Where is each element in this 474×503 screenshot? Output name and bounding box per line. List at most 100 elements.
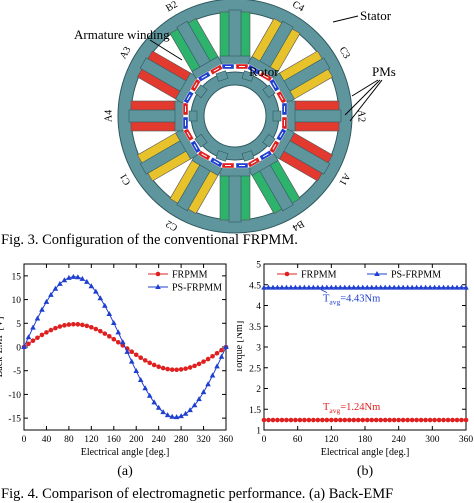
series-point-ps-frpmm — [106, 311, 113, 317]
phase-label: C4 — [290, 0, 306, 14]
series-point-ps-frpmm — [88, 283, 95, 289]
series-point-frpmm — [373, 417, 379, 423]
rotor-tooth — [215, 70, 229, 82]
series-point-frpmm — [418, 417, 424, 423]
pm-arrow — [186, 131, 191, 138]
series-point-ps-frpmm — [169, 413, 175, 419]
series-point-ps-frpmm — [57, 280, 63, 286]
annotation-arrows — [149, 15, 383, 122]
rotor-tooth-body — [262, 84, 276, 99]
series-point-ps-frpmm — [102, 302, 108, 308]
y-tick-label: 1 — [256, 427, 261, 437]
rotor-tooth-body — [194, 84, 208, 99]
rotor-tooth-body — [272, 110, 282, 122]
series-point-frpmm — [364, 417, 370, 423]
x-tick-label: 360 — [459, 435, 474, 445]
series-point-ps-frpmm — [265, 284, 272, 290]
series-point-frpmm — [391, 417, 397, 423]
rotor-label: Rotor — [249, 64, 279, 79]
phase-label: C1 — [118, 171, 133, 187]
series-point-frpmm — [346, 417, 352, 423]
series-point-frpmm — [266, 417, 271, 423]
stator-tooth — [169, 18, 224, 83]
x-axis-label: Electrical angle [deg.] — [321, 447, 410, 458]
series-point-frpmm — [129, 349, 135, 355]
pm-arrow — [201, 153, 208, 158]
series-point-frpmm — [338, 417, 343, 423]
series-point-ps-frpmm — [146, 392, 153, 398]
series-point-frpmm — [279, 417, 285, 423]
back-emf-chart: 0 40 80 120 160 200 240 280 320 360 -15 -10 -5 0 5 10 15… — [0, 263, 234, 479]
series-point-ps-frpmm — [422, 284, 429, 290]
series-point-ps-frpmm — [395, 284, 402, 290]
series-point-frpmm — [454, 417, 460, 423]
y-tick-label: 2 — [256, 385, 261, 395]
series-point-ps-frpmm — [458, 284, 465, 290]
series-point-frpmm — [214, 350, 220, 356]
series-point-frpmm — [26, 341, 31, 347]
series-point-ps-frpmm — [191, 402, 198, 408]
shaft-bore — [203, 84, 267, 148]
series-point-ps-frpmm — [196, 396, 202, 402]
series-point-ps-frpmm — [75, 274, 81, 280]
series-point-frpmm — [156, 364, 161, 370]
series-point-ps-frpmm — [48, 291, 54, 297]
series-point-ps-frpmm — [288, 284, 294, 290]
pm-arrow — [193, 143, 198, 150]
tooth-body — [128, 109, 180, 123]
series-point-ps-frpmm — [124, 348, 131, 354]
series-point-frpmm — [111, 336, 117, 342]
series-point-frpmm — [62, 323, 67, 328]
series-point-ps-frpmm — [297, 284, 303, 290]
stator-tooth — [246, 18, 301, 83]
series-point-frpmm — [174, 367, 179, 373]
series-point-ps-frpmm — [445, 284, 451, 290]
series-point-frpmm — [71, 321, 76, 327]
series-point-ps-frpmm — [43, 298, 50, 304]
phase-label: A3 — [118, 45, 134, 61]
y-tick-label: 3 — [256, 344, 261, 354]
series-point-frpmm — [219, 347, 224, 353]
series-point-frpmm — [169, 367, 175, 372]
y-tick-label: 15 — [12, 272, 22, 282]
series-point-frpmm — [355, 417, 361, 423]
series-point-frpmm — [284, 417, 289, 423]
series-point-frpmm — [115, 339, 121, 345]
stator-tooth — [281, 100, 342, 132]
phase-labels: B1C4C3A2A1B4B3C2C1A4A3B2 — [103, 0, 366, 233]
x-tick-label: 200 — [129, 435, 144, 445]
series-point-ps-frpmm — [66, 274, 72, 280]
series-point-ps-frpmm — [418, 284, 424, 290]
series-point-frpmm — [98, 328, 103, 334]
series-point-ps-frpmm — [355, 284, 362, 290]
phase-label: B2 — [164, 0, 180, 14]
pm-arrow — [262, 74, 269, 79]
series-point-frpmm — [378, 417, 384, 423]
series-point-frpmm — [306, 417, 312, 423]
series-point-ps-frpmm — [315, 284, 321, 290]
legend-marker — [284, 271, 290, 277]
series-point-frpmm — [423, 417, 428, 423]
pm-arrow — [193, 82, 198, 89]
series-point-ps-frpmm — [382, 284, 388, 290]
series-point-frpmm — [261, 417, 267, 423]
series-point-frpmm — [106, 334, 112, 339]
series-point-frpmm — [133, 352, 139, 358]
series-point-ps-frpmm — [404, 284, 411, 290]
stator-tooth — [246, 149, 301, 214]
phase-label: B4 — [290, 218, 306, 233]
series-point-ps-frpmm — [187, 407, 193, 413]
series-point-ps-frpmm — [324, 284, 330, 290]
series-point-frpmm — [210, 353, 215, 359]
series-point-ps-frpmm — [328, 284, 335, 290]
series-point-frpmm — [288, 417, 294, 423]
rotor-tooth-body — [241, 70, 255, 82]
series-point-frpmm — [396, 417, 401, 423]
x-tick-label: 360 — [219, 435, 234, 445]
legend-marker — [155, 284, 161, 289]
annotation-subscript: avg — [329, 298, 340, 307]
pm-arrow — [213, 160, 220, 165]
series-point-ps-frpmm — [386, 284, 393, 290]
series-point-frpmm — [302, 417, 307, 423]
series-point-ps-frpmm — [373, 284, 380, 290]
